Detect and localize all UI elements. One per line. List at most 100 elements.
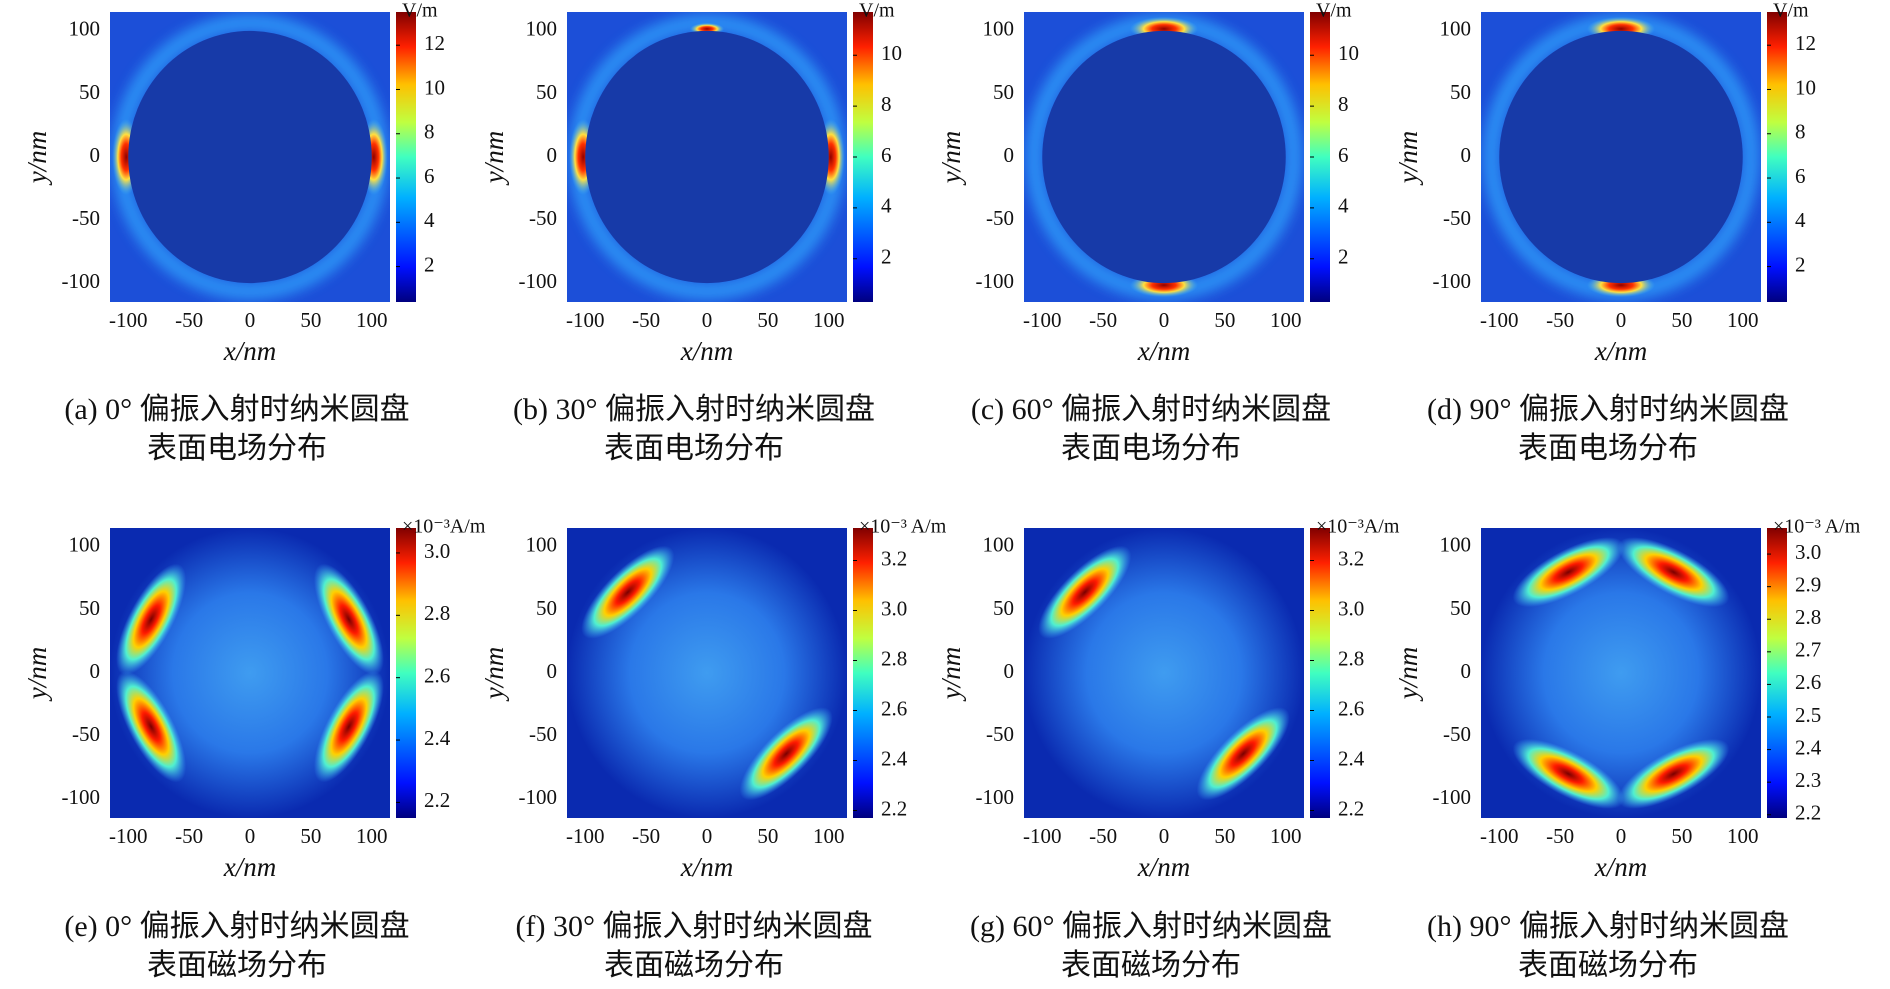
x-tick-label: 100 xyxy=(813,824,845,848)
y-tick-label: 100 xyxy=(983,17,1015,41)
colorbar-tick-label: 2 xyxy=(1795,252,1806,276)
y-tick-label: 0 xyxy=(1004,659,1015,683)
colorbar-label: ×10⁻³A/m xyxy=(1316,516,1400,538)
y-tick-label: -100 xyxy=(62,269,101,293)
x-tick-label: 50 xyxy=(1671,824,1692,848)
colorbar-tick-label: 4 xyxy=(881,194,892,218)
panel: -100 -50 0 50 100 -100 -50 0 50 100 x/nm y/nm 2.2 2.4… xyxy=(936,516,1400,982)
x-tick-label: 100 xyxy=(1727,308,1759,332)
colorbar-tick-label: 3.0 xyxy=(1338,596,1364,620)
heatmap xyxy=(1024,12,1304,302)
y-tick-label: -100 xyxy=(976,785,1015,809)
colorbar-tick-label: 8 xyxy=(1338,92,1349,116)
colorbar-tick-label: 2 xyxy=(881,245,892,269)
colorbar-label: ×10⁻³A/m xyxy=(402,516,486,538)
y-tick-label: 50 xyxy=(79,80,100,104)
x-tick-label: 50 xyxy=(300,308,321,332)
x-tick-label: 100 xyxy=(356,824,388,848)
colorbar-tick-label: 2.2 xyxy=(424,788,450,812)
colorbar-tick-label: 8 xyxy=(1795,120,1806,144)
y-tick-label: 100 xyxy=(983,533,1015,557)
y-axis-label: y/nm xyxy=(22,647,52,702)
colorbar-tick-label: 6 xyxy=(881,143,892,167)
colorbar-tick-label: 2.4 xyxy=(881,746,908,770)
field-bg xyxy=(567,528,847,818)
colorbar xyxy=(853,528,873,818)
colorbar-tick-label: 2.8 xyxy=(1338,646,1364,670)
x-axis-label: x/nm xyxy=(1137,336,1190,366)
x-tick-label: -100 xyxy=(566,824,605,848)
y-tick-label: 0 xyxy=(547,143,558,167)
panel: -100 -50 0 50 100 -100 -50 0 50 100 x/nm y/nm 2.2 2.4… xyxy=(22,516,486,982)
x-tick-label: 50 xyxy=(300,824,321,848)
colorbar-tick-label: 3.0 xyxy=(1795,540,1821,564)
heatmap xyxy=(567,12,847,302)
colorbar-tick-label: 2.4 xyxy=(1795,735,1822,759)
y-axis-label: y/nm xyxy=(936,131,966,186)
y-tick-label: 100 xyxy=(1440,533,1472,557)
colorbar-tick-label: 3.2 xyxy=(1338,546,1364,570)
x-tick-label: 0 xyxy=(702,824,713,848)
x-tick-label: 0 xyxy=(702,308,713,332)
x-tick-label: -50 xyxy=(1546,824,1574,848)
x-tick-label: 0 xyxy=(1159,308,1170,332)
panel: -100 -50 0 50 100 -100 -50 0 50 100 x/nm y/nm 2 4 6 8 10… xyxy=(479,0,902,465)
colorbar-tick-label: 10 xyxy=(1338,41,1359,65)
x-axis-label: x/nm xyxy=(1594,336,1647,366)
x-tick-label: 0 xyxy=(1616,824,1627,848)
heatmap xyxy=(110,528,390,818)
hotspot xyxy=(116,563,187,676)
x-tick-label: -50 xyxy=(1089,824,1117,848)
colorbar-tick-label: 4 xyxy=(1338,194,1349,218)
x-axis-label: x/nm xyxy=(223,336,276,366)
colorbar-tick-label: 10 xyxy=(424,75,445,99)
caption: (d) 90° 偏振入射时纳米圆盘 xyxy=(1427,393,1789,426)
field-bg xyxy=(1024,528,1304,818)
x-tick-label: -100 xyxy=(109,308,148,332)
y-tick-label: -100 xyxy=(519,785,558,809)
y-axis-label: y/nm xyxy=(22,131,52,186)
y-tick-label: -50 xyxy=(529,206,557,230)
hotspot xyxy=(1512,738,1625,809)
hotspot xyxy=(1617,738,1730,809)
hotspot xyxy=(313,670,384,783)
colorbar-tick-label: 10 xyxy=(881,41,902,65)
colorbar-label: V/m xyxy=(1316,0,1352,22)
caption: (b) 30° 偏振入射时纳米圆盘 xyxy=(513,393,875,426)
y-tick-label: 100 xyxy=(526,17,558,41)
colorbar-tick-label: 12 xyxy=(424,31,445,55)
y-tick-label: 50 xyxy=(536,80,557,104)
y-tick-label: -50 xyxy=(1443,206,1471,230)
hotspot xyxy=(1038,545,1132,639)
caption: (c) 60° 偏振入射时纳米圆盘 xyxy=(971,393,1331,426)
colorbar xyxy=(1310,528,1330,818)
caption: 表面电场分布 xyxy=(1061,432,1241,465)
y-tick-label: -50 xyxy=(1443,722,1471,746)
x-tick-label: 0 xyxy=(245,308,256,332)
y-tick-label: 0 xyxy=(1461,659,1472,683)
disc xyxy=(1042,30,1286,284)
y-tick-label: 0 xyxy=(90,659,101,683)
colorbar-tick-label: 2.3 xyxy=(1795,768,1821,792)
x-axis-label: x/nm xyxy=(680,336,733,366)
y-tick-label: 50 xyxy=(1450,80,1471,104)
disc xyxy=(1499,30,1743,284)
colorbar-tick-label: 6 xyxy=(424,164,435,188)
x-tick-label: -100 xyxy=(1023,308,1062,332)
x-tick-label: 100 xyxy=(1270,308,1302,332)
hotspot xyxy=(313,563,384,676)
heatmap xyxy=(1481,12,1761,302)
x-axis-label: x/nm xyxy=(1594,852,1647,882)
caption: (e) 0° 偏振入射时纳米圆盘 xyxy=(64,910,409,943)
colorbar-tick-label: 6 xyxy=(1338,143,1349,167)
caption: (g) 60° 偏振入射时纳米圆盘 xyxy=(970,910,1332,943)
y-axis-label: y/nm xyxy=(936,647,966,702)
colorbar-tick-label: 2.4 xyxy=(1338,746,1365,770)
caption: 表面磁场分布 xyxy=(147,949,327,982)
colorbar-label: ×10⁻³ A/m xyxy=(859,516,947,538)
colorbar-tick-label: 2.5 xyxy=(1795,703,1821,727)
caption: 表面磁场分布 xyxy=(1518,949,1698,982)
x-tick-label: 100 xyxy=(813,308,845,332)
colorbar-tick-label: 10 xyxy=(1795,75,1816,99)
